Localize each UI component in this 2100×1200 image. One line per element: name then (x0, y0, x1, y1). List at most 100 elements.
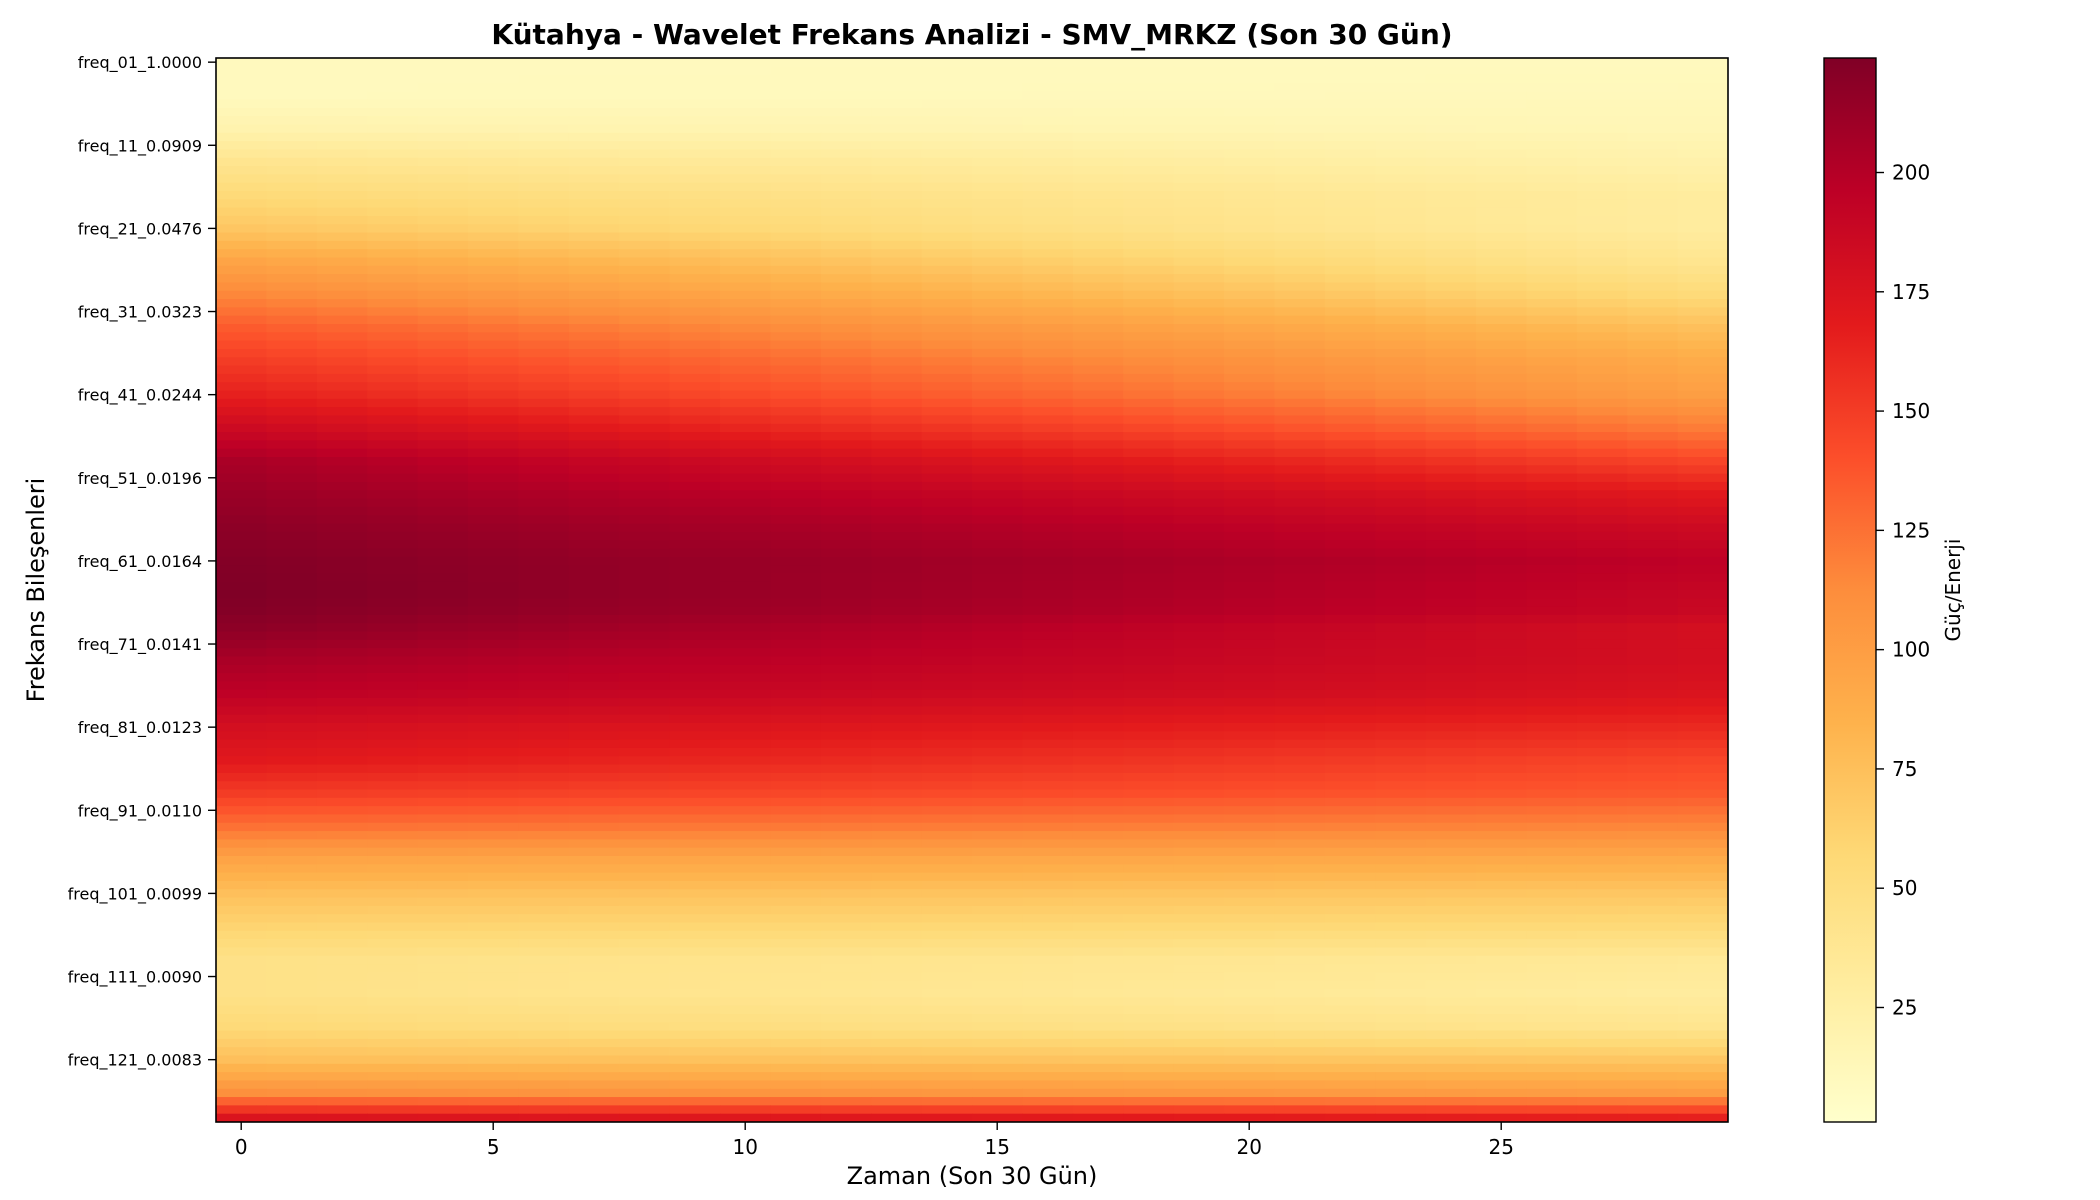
heatmap-cell (417, 914, 469, 924)
heatmap-cell (1022, 972, 1074, 982)
heatmap-cell (1677, 731, 1728, 741)
heatmap-cell (316, 656, 368, 666)
heatmap-cell (720, 831, 771, 840)
heatmap-cell (619, 465, 671, 475)
heatmap-cell (1476, 390, 1527, 400)
heatmap-cell (669, 698, 721, 707)
heatmap-cell (1123, 731, 1175, 741)
heatmap-cell (1425, 382, 1477, 392)
heatmap-cell (921, 989, 973, 998)
heatmap-cell (720, 556, 771, 566)
heatmap-cell (972, 673, 1023, 683)
heatmap-cell (770, 290, 822, 300)
heatmap-cell (1627, 598, 1679, 608)
heatmap-cell (468, 373, 519, 383)
heatmap-cell (1324, 889, 1376, 899)
heatmap-cell (216, 324, 267, 333)
heatmap-cell (1677, 440, 1728, 450)
heatmap-cell (619, 448, 671, 458)
heatmap-cell (518, 82, 570, 92)
heatmap-cell (468, 390, 519, 400)
heatmap-cell (669, 398, 721, 408)
heatmap-cell (1677, 415, 1728, 425)
heatmap-cell (921, 365, 973, 375)
heatmap-cell (972, 856, 1023, 865)
heatmap-cell (1476, 565, 1527, 574)
heatmap-cell (770, 182, 822, 192)
heatmap-cell (972, 274, 1023, 284)
heatmap-cell (1627, 315, 1679, 325)
heatmap-cell (669, 1088, 721, 1098)
heatmap-cell (1274, 656, 1326, 666)
heatmap-cell (921, 781, 973, 791)
heatmap-cell (1576, 307, 1628, 317)
heatmap-cell (1425, 1022, 1477, 1032)
heatmap-cell (820, 174, 872, 184)
heatmap-cell (1324, 249, 1376, 259)
heatmap-cell (367, 1113, 419, 1122)
heatmap-cell (518, 648, 570, 658)
heatmap-cell (1425, 698, 1477, 707)
heatmap-cell (266, 664, 318, 674)
heatmap-cell (1173, 764, 1225, 774)
heatmap-cell (518, 914, 570, 924)
heatmap-cell (1123, 1030, 1175, 1040)
heatmap-cell (1173, 157, 1225, 167)
heatmap-cell (1274, 299, 1326, 308)
heatmap-cell (417, 880, 469, 890)
heatmap-cell (1072, 756, 1124, 766)
heatmap-cell (518, 365, 570, 375)
heatmap-cell (1526, 856, 1578, 865)
heatmap-cell (518, 889, 570, 899)
heatmap-cell (972, 506, 1023, 516)
heatmap-cell (1274, 822, 1326, 832)
heatmap-cell (1526, 1088, 1578, 1098)
heatmap-cell (417, 781, 469, 791)
heatmap-cell (1022, 922, 1074, 932)
heatmap-cell (619, 997, 671, 1007)
heatmap-cell (669, 240, 721, 250)
heatmap-cell (568, 1013, 620, 1023)
heatmap-cell (720, 299, 771, 308)
heatmap-cell (316, 739, 368, 749)
heatmap-cell (568, 606, 620, 616)
heatmap-cell (1375, 132, 1427, 142)
heatmap-cell (770, 781, 822, 791)
heatmap-cell (216, 107, 267, 117)
heatmap-cell (1173, 598, 1225, 608)
heatmap-cell (1022, 166, 1074, 175)
heatmap-cell (921, 249, 973, 259)
heatmap-cell (1476, 1072, 1527, 1082)
heatmap-cell (1677, 565, 1728, 574)
heatmap-cell (1425, 440, 1477, 450)
heatmap-cell (770, 648, 822, 658)
heatmap-cell (972, 240, 1023, 250)
heatmap-cell (316, 232, 368, 242)
heatmap-cell (417, 590, 469, 599)
heatmap-cell (972, 307, 1023, 317)
heatmap-cell (972, 215, 1023, 225)
heatmap-cell (266, 648, 318, 658)
heatmap-cell (316, 764, 368, 774)
heatmap-cell (1677, 880, 1728, 890)
heatmap-cell (367, 440, 419, 450)
heatmap-cell (1123, 224, 1175, 234)
heatmap-cell (266, 224, 318, 234)
heatmap-cell (720, 124, 771, 134)
heatmap-cell (1224, 240, 1275, 250)
heatmap-cell (619, 731, 671, 741)
heatmap-cell (1173, 91, 1225, 101)
heatmap-cell (1274, 74, 1326, 84)
heatmap-cell (1274, 1022, 1326, 1032)
heatmap-cell (1476, 573, 1527, 583)
heatmap-cell (1224, 548, 1275, 558)
heatmap-cell (518, 772, 570, 782)
heatmap-cell (770, 257, 822, 267)
heatmap-cell (1677, 191, 1728, 200)
heatmap-cell (1677, 315, 1728, 325)
heatmap-cell (417, 99, 469, 109)
heatmap-cell (770, 215, 822, 225)
heatmap-cell (972, 457, 1023, 466)
heatmap-cell (1324, 232, 1376, 242)
heatmap-cell (1627, 789, 1679, 799)
